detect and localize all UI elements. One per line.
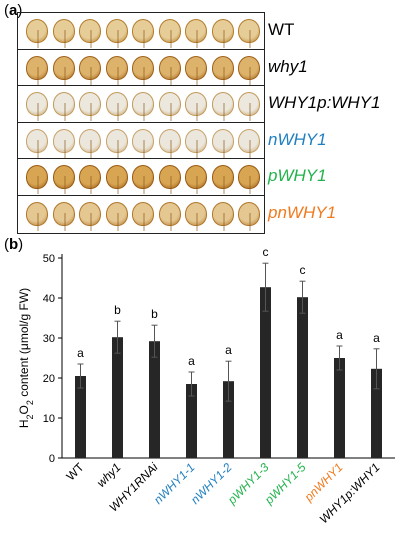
leaf-image (211, 19, 234, 48)
leaf-image (79, 19, 101, 48)
leaf-image (158, 202, 181, 231)
leaf-image (185, 165, 207, 195)
significance-letter: a (225, 343, 232, 357)
row-label: WT (268, 20, 295, 39)
leaf-image (158, 92, 181, 122)
category-label: why1 (94, 460, 124, 490)
leaf-image (79, 202, 101, 231)
leaf-image (26, 55, 48, 85)
y-tick-label: 30 (43, 333, 55, 345)
leaf-row (18, 86, 264, 123)
leaf-image (238, 202, 260, 231)
leaf-image (105, 19, 128, 48)
leaf-image (132, 128, 154, 158)
leaf-image (211, 55, 234, 85)
leaf-image (238, 128, 260, 158)
leaf-image (132, 92, 154, 122)
significance-letter: b (114, 303, 121, 317)
significance-letter: c (263, 245, 269, 259)
leaf-image (26, 92, 48, 122)
leaf-image (238, 55, 260, 85)
leaf-image (211, 202, 234, 231)
leaf-image (52, 92, 75, 122)
leaf-row (18, 196, 264, 233)
leaf-image (52, 128, 75, 158)
leaf-image (158, 19, 181, 48)
leaf-image (52, 165, 75, 195)
leaf-image (132, 55, 154, 85)
y-axis-label: H2O2 content (μmol/g FW) (17, 288, 35, 428)
significance-letter: c (300, 263, 306, 277)
bar (75, 376, 86, 458)
leaf-image (238, 92, 260, 122)
leaf-image (132, 202, 154, 231)
leaf-image (185, 128, 207, 158)
leaf-image (79, 92, 101, 122)
significance-letter: a (188, 354, 195, 368)
bar (371, 368, 382, 458)
panel-a-label: (a) (4, 2, 23, 19)
significance-letter: a (77, 346, 84, 360)
leaf-image (211, 165, 234, 195)
leaf-image (238, 165, 260, 195)
y-tick-label: 0 (49, 453, 55, 465)
leaf-image (105, 92, 128, 122)
leaf-image (158, 55, 181, 85)
leaf-image (105, 55, 128, 85)
y-tick-label: 50 (43, 253, 55, 265)
leaf-image (79, 128, 101, 158)
bar (260, 287, 271, 458)
leaf-image (185, 55, 207, 85)
leaf-image (185, 92, 207, 122)
bar (297, 297, 308, 458)
significance-letter: b (151, 307, 158, 321)
leaf-image (26, 202, 48, 231)
row-label: pnWHY1 (268, 203, 337, 222)
bar (223, 381, 234, 458)
row-label: nWHY1 (268, 129, 327, 149)
leaf-image (132, 165, 154, 195)
leaf-image (79, 55, 101, 85)
significance-letter: a (336, 328, 343, 342)
leaf-image (211, 128, 234, 158)
leaf-image (26, 19, 48, 48)
leaf-row (18, 123, 264, 160)
row-label: WHY1p:WHY1 (268, 93, 381, 113)
bar (112, 337, 123, 458)
bar (334, 358, 345, 458)
row-label: why1 (268, 56, 308, 76)
leaf-staining-panel (17, 12, 265, 234)
leaf-image (79, 165, 101, 195)
leaf-image (105, 202, 128, 231)
leaf-image (185, 202, 207, 231)
leaf-image (52, 202, 75, 231)
leaf-image (105, 128, 128, 158)
y-tick-label: 20 (43, 373, 55, 385)
leaf-image (185, 19, 207, 48)
leaf-image (52, 19, 75, 48)
significance-letter: a (373, 331, 380, 345)
leaf-image (105, 165, 128, 195)
leaf-row (18, 13, 264, 50)
panel-b-label: (b) (4, 236, 24, 253)
leaf-image (26, 128, 48, 158)
leaf-image (211, 92, 234, 122)
leaf-row (18, 50, 264, 87)
bar (186, 384, 197, 458)
leaf-image (158, 128, 181, 158)
leaf-image (238, 19, 260, 48)
leaf-image (52, 55, 75, 85)
row-label: pWHY1 (268, 166, 327, 186)
leaf-image (132, 19, 154, 48)
leaf-image (158, 165, 181, 195)
leaf-row (18, 159, 264, 196)
bar (149, 341, 160, 458)
y-tick-label: 40 (43, 293, 55, 305)
category-label: WT (64, 460, 88, 484)
y-tick-label: 10 (43, 413, 55, 425)
leaf-image (26, 165, 48, 195)
